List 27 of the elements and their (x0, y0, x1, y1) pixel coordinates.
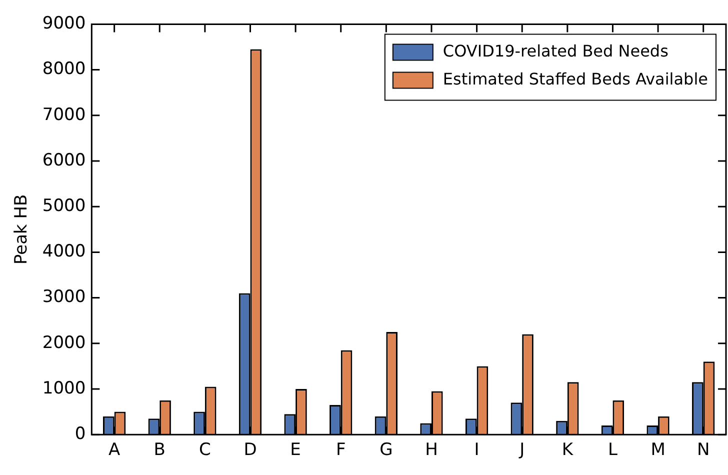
legend-label: Estimated Staffed Beds Available (442, 69, 708, 88)
x-tick-label: G (380, 440, 393, 460)
x-tick-label: B (154, 440, 166, 460)
y-tick-label: 4000 (42, 242, 86, 262)
x-tick-label: A (108, 440, 120, 460)
y-tick-label: 9000 (42, 14, 86, 34)
x-tick-label: M (650, 440, 666, 460)
legend-label: COVID19-related Bed Needs (442, 41, 668, 60)
y-tick-label: 5000 (42, 196, 86, 216)
y-tick-label: 8000 (42, 59, 86, 80)
y-tick-label: 1000 (42, 378, 86, 398)
x-tick-label: L (608, 440, 618, 460)
y-axis-title: Peak HB (12, 194, 32, 265)
x-tick-label: C (199, 440, 211, 460)
x-tick-label: H (425, 440, 438, 460)
x-tick-label: J (518, 440, 525, 460)
x-tick-label: N (696, 440, 710, 460)
x-tick-label: I (474, 440, 480, 460)
x-tick-label: K (562, 440, 574, 460)
x-tick-label: D (244, 440, 257, 460)
y-tick-label: 6000 (42, 150, 86, 170)
x-tick-label: F (336, 440, 346, 460)
y-tick-label: 2000 (42, 332, 86, 353)
y-tick-label: 7000 (42, 104, 86, 125)
y-tick-label: 3000 (42, 287, 86, 308)
y-tick-label: 0 (74, 424, 86, 444)
x-tick-label: E (290, 440, 301, 460)
